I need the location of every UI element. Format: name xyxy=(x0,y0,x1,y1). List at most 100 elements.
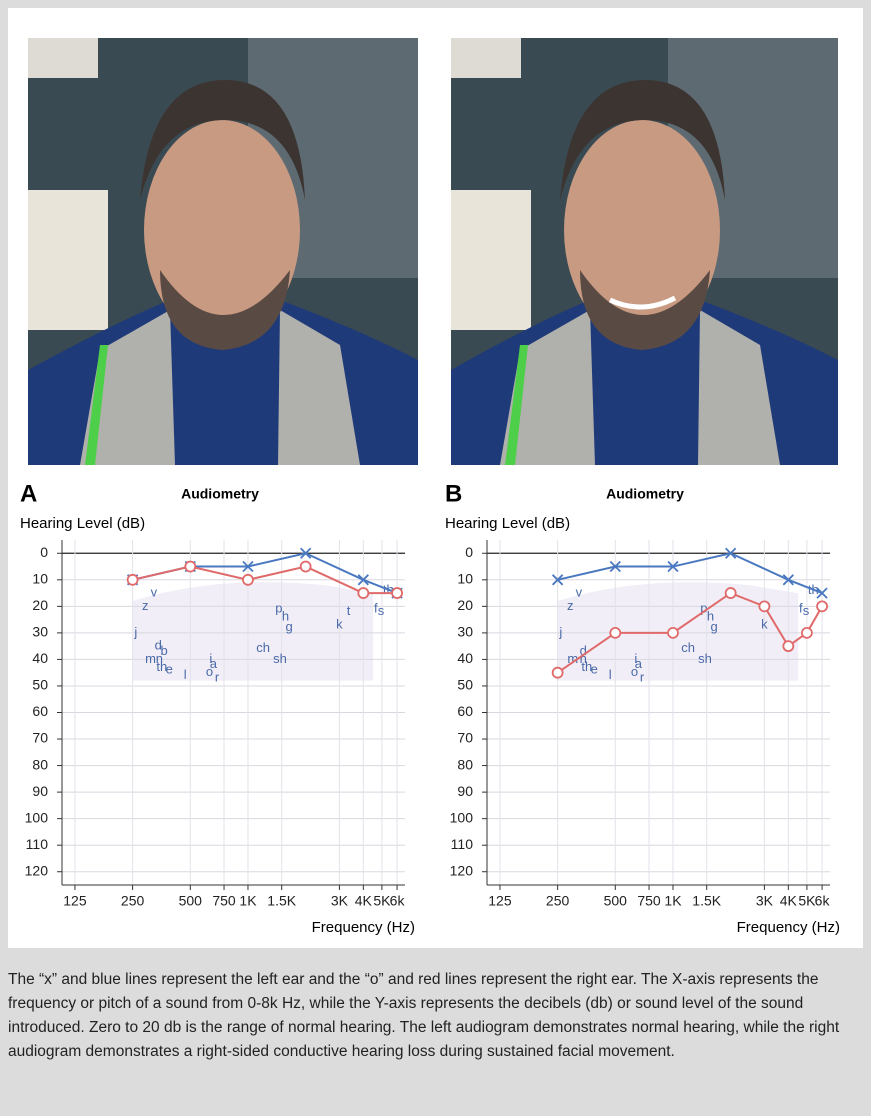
phoneme-label: g xyxy=(286,619,293,634)
phoneme-label: v xyxy=(576,585,583,600)
y-tick-label: 90 xyxy=(32,783,48,799)
y-tick-label: 30 xyxy=(32,624,48,640)
phoneme-label: h xyxy=(707,608,714,623)
phoneme-label: e xyxy=(591,661,598,676)
phoneme-label: o xyxy=(631,664,638,679)
phoneme-label: n xyxy=(156,651,163,666)
audiogram: B Audiometry Hearing Level (dB) Frequency (… xyxy=(445,480,840,936)
phoneme-label: n xyxy=(580,651,587,666)
y-tick-label: 20 xyxy=(457,597,473,613)
phoneme-label: a xyxy=(635,656,643,671)
phoneme-label: j xyxy=(133,624,137,639)
left-ear-marker xyxy=(300,547,312,559)
y-axis-label: Hearing Level (dB) xyxy=(445,515,570,532)
y-tick-label: 60 xyxy=(457,703,473,719)
y-tick-label: 110 xyxy=(451,836,474,852)
right-ear-marker xyxy=(609,626,622,639)
phoneme-label: o xyxy=(206,664,213,679)
right-ear-marker xyxy=(800,626,813,639)
phoneme-label: b xyxy=(160,643,167,658)
x-axis-label: Frequency (Hz) xyxy=(312,919,415,936)
phoneme-label: i xyxy=(634,651,637,666)
phoneme-label: d xyxy=(580,643,587,658)
phoneme-label: r xyxy=(215,669,220,684)
y-tick-label: 10 xyxy=(32,571,48,587)
y-tick-label: 60 xyxy=(32,703,48,719)
phoneme-label: a xyxy=(210,656,218,671)
x-tick-label: 250 xyxy=(546,893,570,909)
right-ear-marker xyxy=(299,560,312,573)
caption: The “x” and blue lines represent the lef… xyxy=(8,971,840,1060)
left-ear-marker xyxy=(725,547,737,559)
y-tick-label: 0 xyxy=(40,544,48,560)
x-tick-label: 4K xyxy=(355,893,373,909)
phoneme-label: e xyxy=(166,661,173,676)
y-tick-label: 120 xyxy=(450,862,474,878)
x-tick-label: 125 xyxy=(488,893,512,909)
photo-a xyxy=(28,38,418,465)
x-tick-label: 3K xyxy=(331,893,349,909)
x-tick-label: 6k xyxy=(815,893,831,909)
phoneme-label: l xyxy=(184,667,187,682)
phoneme-label: sh xyxy=(273,651,287,666)
y-tick-label: 110 xyxy=(26,836,49,852)
right-ear-marker xyxy=(126,573,139,586)
panel-label: B xyxy=(445,480,462,507)
phoneme-label: s xyxy=(803,603,810,618)
phoneme-label: i xyxy=(209,651,212,666)
phoneme-label: d xyxy=(155,638,162,653)
right-ear-marker xyxy=(242,573,254,586)
x-axis-label: Frequency (Hz) xyxy=(737,919,840,936)
ear-line xyxy=(557,552,823,595)
x-tick-label: 3K xyxy=(756,893,774,909)
left-ear-marker xyxy=(609,560,621,573)
left-ear-marker xyxy=(551,574,564,586)
phoneme-label: ch xyxy=(256,640,270,655)
phoneme-label: h xyxy=(282,608,289,623)
phoneme-label: f xyxy=(799,600,803,615)
x-tick-label: 500 xyxy=(179,893,203,909)
figure-graphics: A Audiometry Hearing Level (dB) Frequency (… xyxy=(20,38,840,936)
y-tick-label: 70 xyxy=(32,730,48,746)
y-tick-label: 30 xyxy=(457,624,473,640)
phoneme-label: m xyxy=(567,651,578,666)
chart-title: Audiometry xyxy=(181,486,259,502)
y-tick-label: 100 xyxy=(450,809,474,825)
left-ear-marker xyxy=(242,560,254,573)
x-tick-label: 5K xyxy=(373,893,391,909)
y-tick-label: 10 xyxy=(457,571,473,587)
right-ear-marker xyxy=(758,600,771,613)
x-tick-label: 125 xyxy=(63,893,87,909)
y-tick-label: 40 xyxy=(457,650,473,666)
x-tick-label: 1K xyxy=(239,893,257,909)
phoneme-label: sh xyxy=(698,651,712,666)
y-tick-label: 20 xyxy=(32,597,48,613)
phoneme-label: k xyxy=(761,616,768,631)
photo-b xyxy=(451,38,838,465)
phoneme-label: g xyxy=(711,619,718,634)
y-tick-label: 120 xyxy=(25,862,49,878)
phoneme-label: f xyxy=(374,600,378,615)
y-tick-label: 100 xyxy=(25,809,49,825)
x-tick-label: 1K xyxy=(664,893,682,909)
phoneme-label: p xyxy=(275,600,282,615)
phoneme-label: v xyxy=(151,585,158,600)
phoneme-label: z xyxy=(142,598,149,613)
x-tick-label: 1.5K xyxy=(267,893,296,909)
phoneme-label: r xyxy=(640,669,645,684)
x-tick-label: 250 xyxy=(121,893,145,909)
y-tick-label: 50 xyxy=(32,677,48,693)
phoneme-label: p xyxy=(700,600,707,615)
right-ear-marker xyxy=(551,666,564,679)
left-ear-marker xyxy=(816,587,828,599)
x-tick-label: 5K xyxy=(798,893,816,909)
audiogram: A Audiometry Hearing Level (dB) Frequency (… xyxy=(20,480,415,936)
y-tick-label: 0 xyxy=(465,544,473,560)
phoneme-label: j xyxy=(558,624,562,639)
x-tick-label: 750 xyxy=(212,893,236,909)
right-ear-marker xyxy=(391,587,403,599)
left-ear-marker xyxy=(782,574,794,586)
y-tick-label: 70 xyxy=(457,730,473,746)
y-tick-label: 80 xyxy=(457,756,473,772)
